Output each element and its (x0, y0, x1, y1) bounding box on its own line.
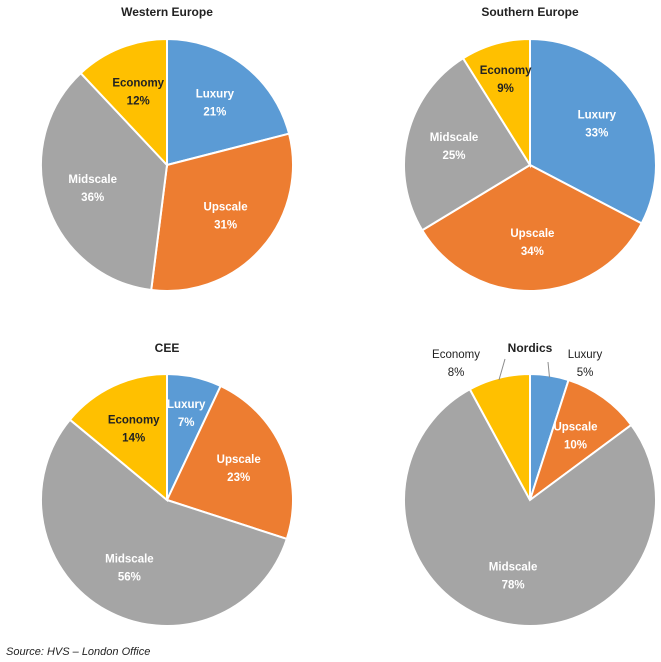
pie-slice-economy (468, 372, 531, 501)
slice-value-midscale: 36% (81, 192, 104, 204)
slice-label-luxury: Luxury (196, 88, 235, 100)
leader-line (498, 358, 506, 381)
slice-label-midscale: Midscale (105, 554, 154, 566)
pie-slice-upscale (150, 132, 294, 292)
slice-label-economy: Economy (112, 77, 164, 89)
slice-label-upscale: Upscale (217, 454, 261, 466)
slice-value-luxury: 5% (577, 367, 594, 379)
slice-value-upscale: 31% (214, 220, 237, 232)
slice-value-upscale: 23% (227, 472, 250, 484)
chart-title: Western Europe (121, 5, 213, 19)
pie-chart-southern-europe: Southern Europe Luxury 33% Upscale 34% Midsca… (403, 5, 657, 293)
leader-line (547, 361, 550, 378)
slice-label-luxury: Luxury (167, 399, 206, 411)
pie-chart-western-europe: Western Europe Luxury 21% Upscale 31% Midscal… (40, 5, 294, 292)
slice-label-midscale: Midscale (430, 132, 479, 144)
slice-label-luxury: Luxury (568, 349, 603, 361)
pie-slice-economy (79, 37, 168, 168)
pie-slice-midscale (40, 418, 289, 627)
slice-value-upscale: 10% (564, 440, 587, 452)
pie-slice-upscale (165, 384, 294, 541)
slice-label-economy: Economy (432, 349, 480, 361)
slice-value-upscale: 34% (521, 246, 544, 258)
slice-label-midscale: Midscale (489, 561, 538, 573)
slice-value-economy: 8% (448, 367, 465, 379)
chart-title: Southern Europe (481, 5, 579, 19)
slice-label-economy: Economy (480, 65, 532, 77)
slice-value-economy: 14% (122, 432, 145, 444)
source-note: Source: HVS – London Office (6, 646, 151, 658)
slice-value-economy: 12% (127, 95, 150, 107)
chart-title: Nordics (508, 341, 553, 355)
slice-label-upscale: Upscale (204, 202, 248, 214)
slice-value-luxury: 33% (585, 128, 608, 140)
slice-value-midscale: 56% (118, 572, 141, 584)
pie-slice-luxury (166, 37, 291, 167)
slice-label-upscale: Upscale (553, 422, 597, 434)
slice-label-midscale: Midscale (68, 174, 117, 186)
slice-label-upscale: Upscale (510, 228, 554, 240)
pie-slice-upscale (528, 378, 633, 503)
pie-slice-midscale (403, 56, 532, 232)
pie-slice-upscale (420, 163, 643, 293)
pie-slice-midscale (40, 71, 169, 292)
pie-slice-midscale (403, 387, 657, 627)
pie-slice-luxury (529, 37, 657, 225)
slice-label-luxury: Luxury (578, 110, 617, 122)
slice-label-economy: Economy (108, 414, 160, 426)
pie-chart-nordics: Nordics Luxury 5% Upscale 10% Midscale 78% Econ… (403, 341, 657, 627)
chart-title: CEE (155, 341, 180, 355)
slice-value-luxury: 21% (203, 106, 226, 118)
pie-chart-cee: CEE Luxury 7% Upscale 23% Midscale 56% Economy 1… (40, 341, 294, 627)
slice-value-midscale: 25% (442, 150, 465, 162)
slice-value-luxury: 7% (178, 417, 195, 429)
slice-value-economy: 9% (497, 83, 514, 95)
pie-slice-economy (461, 37, 531, 169)
pie-slice-economy (68, 372, 168, 503)
slice-value-midscale: 78% (502, 579, 525, 591)
